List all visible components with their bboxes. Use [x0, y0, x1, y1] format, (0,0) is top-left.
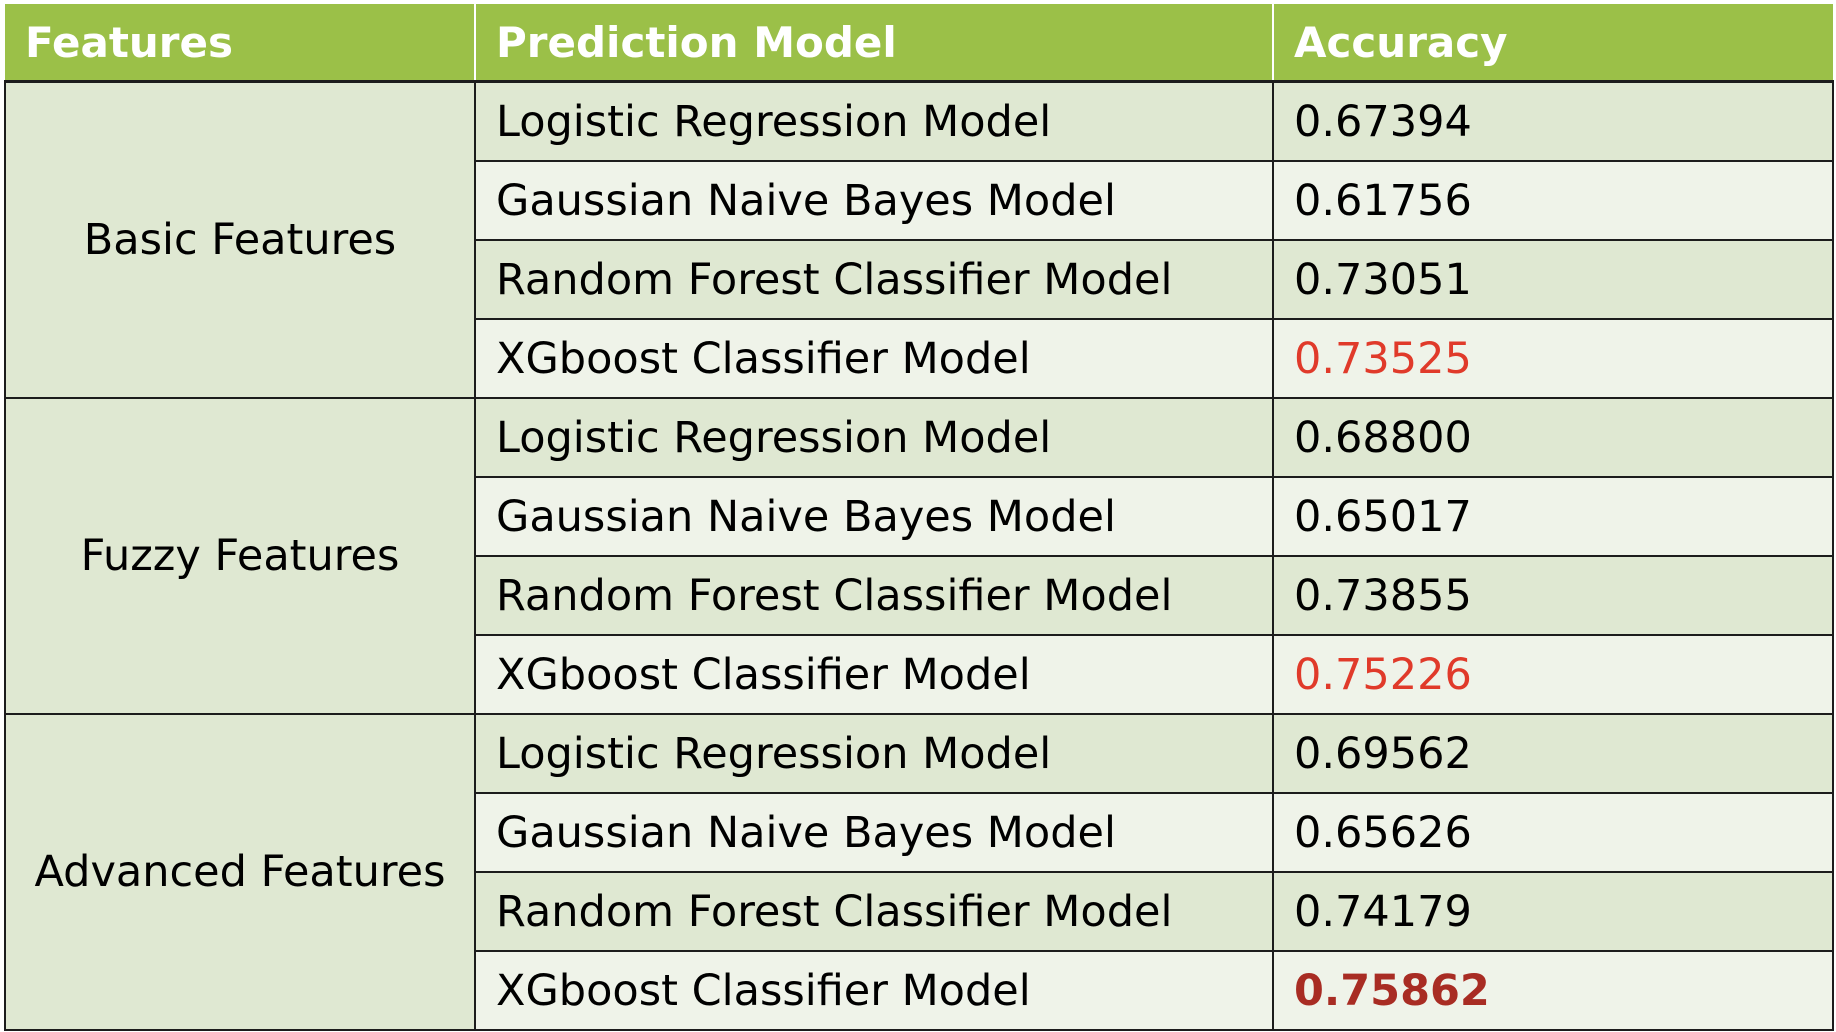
table-row: Random Forest Classifier Model 0.74179: [5, 871, 1834, 952]
model-name-cell: Logistic Regression Model: [474, 397, 1274, 478]
model-name-cell: XGboost Classifier Model: [474, 318, 1274, 399]
accuracy-value-cell: 0.74179: [1272, 871, 1834, 952]
table-row: Fuzzy Features Logistic Regression Model 0…: [4, 397, 1834, 715]
accuracy-value-cell: 0.75226: [1272, 634, 1834, 715]
accuracy-value-cell: 0.75862: [1272, 950, 1834, 1031]
accuracy-value-cell: 0.65626: [1272, 792, 1834, 873]
model-name-cell: Logistic Regression Model: [474, 80, 1274, 162]
model-name-cell: Logistic Regression Model: [474, 713, 1274, 794]
accuracy-table: Features Prediction Model Accuracy Basic…: [4, 4, 1834, 1031]
table-row: Basic Features Logistic Regression Model 0…: [4, 80, 1834, 399]
feature-group-label: Fuzzy Features: [4, 397, 476, 715]
accuracy-value-cell: 0.61756: [1272, 160, 1834, 241]
feature-group-label: Advanced Features: [4, 713, 476, 1031]
table-row: Random Forest Classifier Model 0.73855: [5, 555, 1834, 636]
model-name-cell: Gaussian Naive Bayes Model: [474, 160, 1274, 241]
feature-group-label: Basic Features: [4, 80, 476, 399]
accuracy-value-cell: 0.67394: [1272, 80, 1834, 162]
accuracy-value-cell: 0.73855: [1272, 555, 1834, 636]
accuracy-value-cell: 0.69562: [1272, 713, 1834, 794]
accuracy-value-cell: 0.73051: [1272, 239, 1834, 320]
table-row: Gaussian Naive Bayes Model 0.61756: [5, 160, 1834, 241]
column-header-accuracy: Accuracy: [1272, 4, 1833, 83]
model-name-cell: Random Forest Classifier Model: [474, 871, 1274, 952]
table-row: XGboost Classifier Model 0.75862: [5, 950, 1834, 1031]
column-header-prediction-model: Prediction Model: [474, 4, 1274, 83]
table-body: Basic Features Logistic Regression Model 0…: [4, 80, 1834, 1031]
table-row: Gaussian Naive Bayes Model 0.65017: [5, 476, 1834, 557]
model-name-cell: XGboost Classifier Model: [474, 634, 1274, 715]
table-header: Features Prediction Model Accuracy: [5, 4, 1833, 83]
model-name-cell: Gaussian Naive Bayes Model: [474, 792, 1274, 873]
table-row: Gaussian Naive Bayes Model 0.65626: [5, 792, 1834, 873]
table-row: Random Forest Classifier Model 0.73051: [5, 239, 1834, 320]
table-row: XGboost Classifier Model 0.73525: [5, 318, 1834, 399]
accuracy-value-cell: 0.68800: [1272, 397, 1834, 478]
column-header-features: Features: [5, 4, 476, 83]
model-name-cell: XGboost Classifier Model: [474, 950, 1274, 1031]
accuracy-value-cell: 0.73525: [1272, 318, 1834, 399]
model-name-cell: Gaussian Naive Bayes Model: [474, 476, 1274, 557]
model-name-cell: Random Forest Classifier Model: [474, 555, 1274, 636]
table-row: Advanced Features Logistic Regression Mod…: [4, 713, 1834, 1031]
header-row: Features Prediction Model Accuracy: [5, 4, 1833, 83]
model-name-cell: Random Forest Classifier Model: [474, 239, 1274, 320]
table-row: XGboost Classifier Model 0.75226: [5, 634, 1834, 715]
accuracy-value-cell: 0.65017: [1272, 476, 1834, 557]
